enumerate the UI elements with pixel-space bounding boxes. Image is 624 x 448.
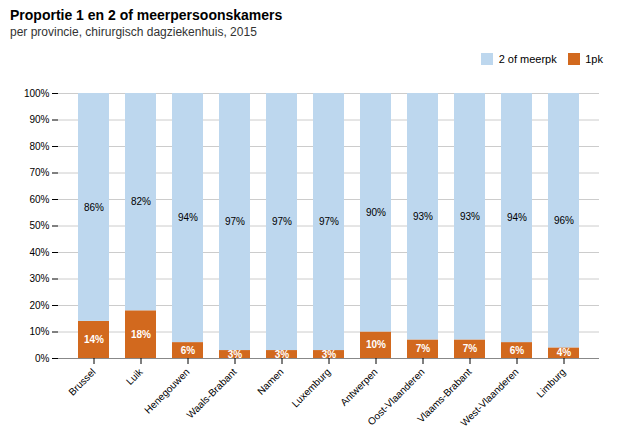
svg-text:0%: 0%	[35, 352, 50, 363]
svg-text:7%: 7%	[416, 343, 431, 354]
svg-text:90%: 90%	[366, 206, 386, 217]
svg-text:82%: 82%	[131, 196, 151, 207]
svg-text:90%: 90%	[29, 114, 49, 125]
svg-text:97%: 97%	[319, 216, 339, 227]
svg-text:60%: 60%	[29, 193, 49, 204]
svg-text:Waals-Brabant: Waals-Brabant	[184, 366, 238, 420]
svg-text:94%: 94%	[507, 212, 527, 223]
svg-text:20%: 20%	[29, 299, 49, 310]
svg-text:6%: 6%	[510, 344, 525, 355]
svg-text:80%: 80%	[29, 140, 49, 151]
svg-text:Luxemburg: Luxemburg	[290, 366, 333, 409]
svg-text:6%: 6%	[181, 344, 196, 355]
svg-text:Henegouwen: Henegouwen	[142, 366, 191, 415]
svg-text:Namen: Namen	[255, 366, 286, 397]
svg-text:93%: 93%	[413, 210, 433, 221]
svg-text:40%: 40%	[29, 246, 49, 257]
svg-text:93%: 93%	[460, 210, 480, 221]
html-text:1pk: 1pk	[585, 52, 603, 65]
svg-text:West-Vlaanderen: West-Vlaanderen	[458, 366, 520, 428]
svg-text:97%: 97%	[272, 216, 292, 227]
svg-text:Luik: Luik	[124, 365, 145, 386]
svg-text:10%: 10%	[29, 326, 49, 337]
svg-text:97%: 97%	[225, 216, 245, 227]
svg-text:3%: 3%	[227, 348, 243, 360]
html-text:per provincie, chirurgisch dag: per provincie, chirurgisch dagziekenhuis…	[10, 25, 257, 39]
svg-text:94%: 94%	[178, 212, 198, 223]
html-text:Proportie 1 en 2 of meerpersoo: Proportie 1 en 2 of meerpersoonskamers	[10, 7, 283, 23]
svg-text:Antwerpen: Antwerpen	[338, 366, 380, 408]
svg-text:86%: 86%	[84, 201, 104, 212]
svg-text:14%: 14%	[84, 334, 104, 345]
svg-text:100%: 100%	[24, 87, 50, 98]
svg-text:18%: 18%	[131, 328, 151, 339]
svg-text:3%: 3%	[274, 348, 290, 360]
svg-text:7%: 7%	[463, 343, 478, 354]
svg-text:10%: 10%	[366, 339, 386, 350]
svg-text:3%: 3%	[321, 348, 337, 360]
svg-text:Limburg: Limburg	[534, 366, 567, 399]
svg-text:Brussel: Brussel	[66, 366, 97, 397]
svg-text:Vlaams-Brabant: Vlaams-Brabant	[415, 365, 474, 425]
html-text:2 of meerpk: 2 of meerpk	[498, 52, 557, 65]
svg-text:70%: 70%	[29, 167, 49, 178]
svg-text:Oost-Vlaanderen: Oost-Vlaanderen	[365, 365, 427, 427]
svg-text:4%: 4%	[557, 347, 572, 358]
svg-text:30%: 30%	[29, 273, 49, 284]
svg-text:50%: 50%	[29, 220, 49, 231]
svg-text:96%: 96%	[554, 214, 574, 225]
